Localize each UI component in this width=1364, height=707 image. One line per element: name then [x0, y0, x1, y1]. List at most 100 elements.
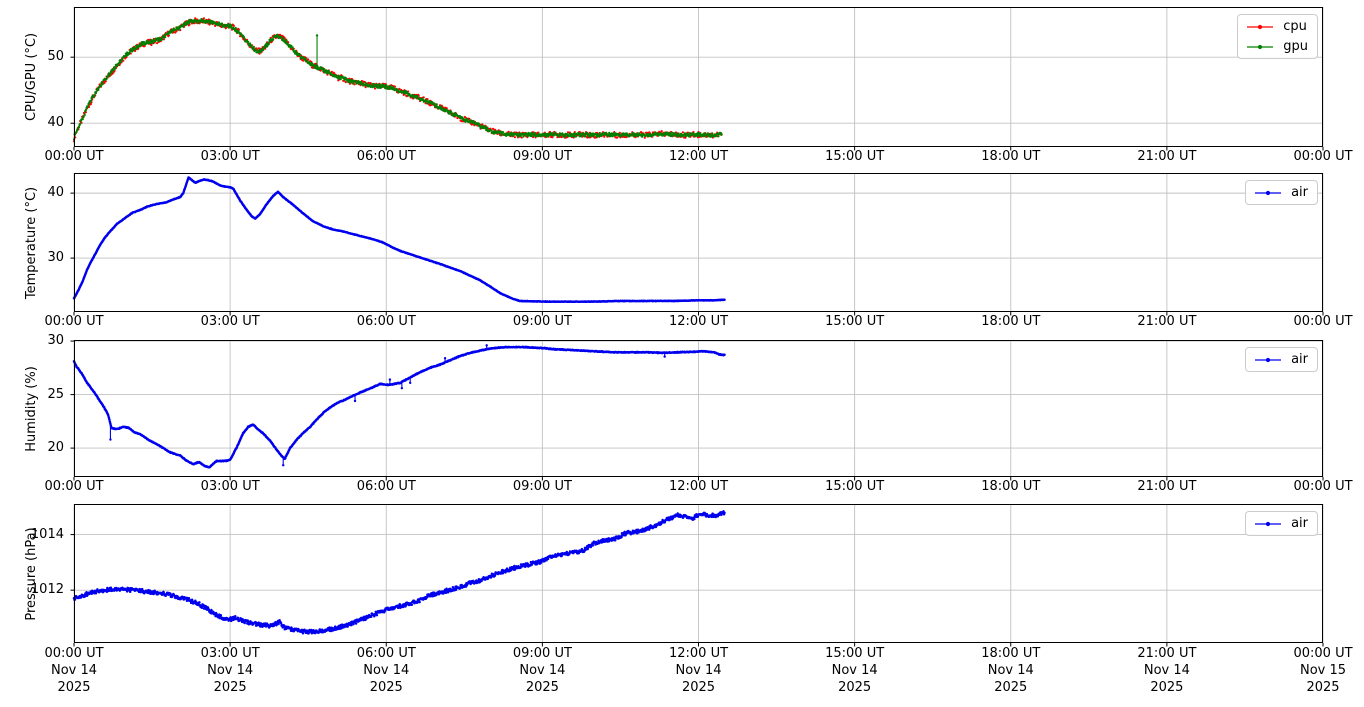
- series-markers-cpu: [72, 17, 723, 143]
- axes-frame: [74, 340, 1323, 477]
- x-tick-label: 00:00 UT: [1293, 314, 1353, 329]
- x-tick-label: 18:00 UT: [981, 149, 1041, 164]
- x-tick-label: 09:00 UT: [512, 149, 572, 164]
- x-tick-label-line: 2025: [681, 680, 716, 695]
- x-tick-label-line: Nov 14: [1143, 663, 1190, 678]
- legend-box: air: [1245, 511, 1318, 536]
- legend-label-cpu: cpu: [1283, 19, 1307, 34]
- x-tick-label: 09:00 UT: [512, 314, 572, 329]
- panel-pressure: Pressure (hPa) 1012 1014 air 00:00 UT Nov …: [0, 504, 1364, 695]
- x-tick-label-line: 03:00 UT: [200, 646, 260, 661]
- axes-frame: [74, 7, 1323, 147]
- series-line-air: [73, 346, 725, 469]
- x-tick-label: 06:00 UT: [356, 149, 416, 164]
- x-tick-label: 00:00 UT: [1293, 149, 1353, 164]
- x-tick-label: 00:00 UT: [44, 149, 104, 164]
- plot-area-pressure: [70, 504, 1324, 647]
- y-axis-label-temperature: Temperature (°C): [24, 186, 39, 299]
- y-tick-label: 50: [47, 49, 64, 65]
- series-markers-gpu: [72, 18, 723, 141]
- x-tick-label-line: 09:00 UT: [512, 646, 572, 661]
- legend-box: cpu gpu: [1237, 14, 1318, 59]
- x-tick-label-line: 2025: [213, 680, 247, 695]
- plot-area-cpu-gpu: [70, 7, 1324, 151]
- x-tick-label: 21:00 UT: [1137, 314, 1197, 329]
- y-axis-label-cpu-gpu: CPU/GPU (°C): [24, 32, 39, 122]
- legend-line-sample-gpu: [1247, 44, 1274, 49]
- x-tick-label-line: Nov 15: [1299, 663, 1347, 678]
- x-tick-label-line: 2025: [525, 680, 559, 695]
- legend-label-gpu: gpu: [1283, 39, 1308, 54]
- series-markers-air: [72, 510, 726, 635]
- x-tick-label-line: 2025: [57, 680, 91, 695]
- y-tick-label: 30: [47, 250, 64, 266]
- legend-item-air: air: [1253, 352, 1308, 367]
- x-tick-label-date: 21:00 UT Nov 14 2025: [1097, 645, 1237, 696]
- y-tick-label: 1012: [30, 582, 64, 598]
- x-tick-label: 00:00 UT: [44, 479, 104, 494]
- y-axis-label-humidity: Humidity (%): [24, 365, 39, 452]
- legend-line-sample-air: [1255, 521, 1282, 526]
- x-tick-label: 06:00 UT: [356, 314, 416, 329]
- legend-label-air: air: [1291, 185, 1308, 200]
- series-markers-air: [72, 176, 726, 304]
- x-axis-tick-labels-with-dates: 00:00 UT Nov 14 2025 03:00 UT Nov 14 2025 06:0…: [44, 645, 1352, 705]
- x-tick-label-line: 2025: [994, 680, 1028, 695]
- legend-label-air: air: [1291, 516, 1308, 531]
- x-tick-label-date: 00:00 UT Nov 15 2025: [1253, 645, 1364, 696]
- x-tick-label-line: 00:00 UT: [1293, 646, 1353, 661]
- x-tick-label-line: 21:00 UT: [1137, 646, 1197, 661]
- x-tick-label-line: Nov 14: [675, 663, 722, 678]
- y-tick-label: 1014: [30, 526, 64, 542]
- series-line-cpu: [73, 20, 722, 139]
- x-tick-label: 03:00 UT: [200, 149, 260, 164]
- x-tick-label-line: 2025: [1150, 680, 1184, 695]
- x-tick-label-line: 2025: [1306, 680, 1340, 695]
- panel-temperature: Temperature (°C) 30 40 air 00:00 UT 03:00 …: [0, 173, 1364, 329]
- x-tick-label-line: 12:00 UT: [668, 646, 729, 661]
- legend-item-cpu: cpu: [1245, 19, 1308, 34]
- x-axis-tick-labels: 00:00 UT 03:00 UT 06:00 UT 09:00 UT 12:00 UT…: [44, 314, 1352, 374]
- x-tick-label-line: 2025: [369, 680, 403, 695]
- x-tick-label-date: 09:00 UT Nov 14 2025: [472, 645, 612, 696]
- x-tick-label-line: 00:00 UT: [44, 646, 104, 661]
- x-tick-label-line: Nov 14: [987, 663, 1034, 678]
- x-tick-label-line: 2025: [838, 680, 872, 695]
- x-tick-label-line: Nov 14: [50, 663, 98, 678]
- axes-frame: [74, 504, 1323, 643]
- x-tick-label: 21:00 UT: [1137, 479, 1197, 494]
- x-tick-label: 03:00 UT: [200, 314, 260, 329]
- x-tick-label-date: 12:00 UT Nov 14 2025: [629, 645, 769, 696]
- legend-item-gpu: gpu: [1245, 39, 1308, 54]
- x-tick-label: 03:00 UT: [200, 479, 260, 494]
- x-tick-label-date: 18:00 UT Nov 14 2025: [941, 645, 1081, 696]
- x-tick-label: 12:00 UT: [668, 314, 729, 329]
- y-tick-label: 40: [47, 185, 64, 201]
- x-tick-label: 00:00 UT: [44, 314, 104, 329]
- plot-area-temperature: [70, 173, 1324, 316]
- x-axis-tick-labels: 00:00 UT 03:00 UT 06:00 UT 09:00 UT 12:00 UT…: [44, 479, 1352, 539]
- x-tick-label-line: 18:00 UT: [981, 646, 1041, 661]
- legend-item-air: air: [1253, 516, 1308, 531]
- x-tick-label-date: 15:00 UT Nov 14 2025: [785, 645, 925, 696]
- x-tick-label: 06:00 UT: [356, 479, 416, 494]
- legend-box: air: [1245, 180, 1318, 205]
- x-axis-tick-labels: 00:00 UT 03:00 UT 06:00 UT 09:00 UT 12:00 UT…: [44, 149, 1352, 209]
- legend-line-sample-air: [1255, 357, 1282, 362]
- legend-line-sample-air: [1255, 190, 1282, 195]
- series-markers-air: [72, 345, 726, 469]
- x-tick-label-line: Nov 14: [363, 663, 410, 678]
- x-tick-label-date: 03:00 UT Nov 14 2025: [160, 645, 300, 696]
- panel-cpu-gpu: CPU/GPU (°C) 40 50 cpu gpu 00:00 UT 03:00 …: [0, 7, 1364, 164]
- x-tick-label: 12:00 UT: [668, 149, 729, 164]
- y-tick-label: 20: [47, 440, 64, 456]
- x-tick-label-line: 06:00 UT: [356, 646, 416, 661]
- legend-item-air: air: [1253, 185, 1308, 200]
- x-tick-label-line: 15:00 UT: [825, 646, 885, 661]
- x-tick-label-line: Nov 14: [207, 663, 254, 678]
- plot-area-humidity: [70, 340, 1324, 481]
- x-tick-label: 21:00 UT: [1137, 149, 1197, 164]
- x-tick-label-date: 00:00 UT Nov 14 2025: [4, 645, 144, 696]
- x-tick-label-date: 06:00 UT Nov 14 2025: [316, 645, 456, 696]
